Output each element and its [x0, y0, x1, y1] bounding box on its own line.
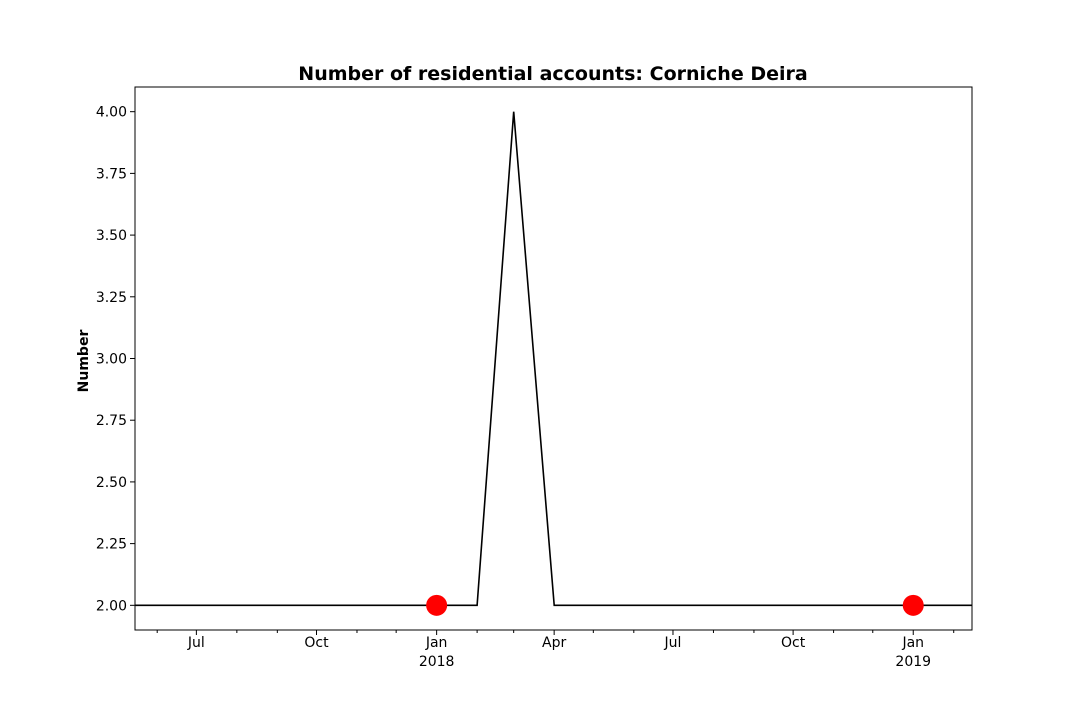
y-tick-label: 3.50 — [96, 228, 127, 244]
y-tick-label: 3.75 — [96, 166, 127, 182]
chart-title: Number of residential accounts: Corniche… — [298, 63, 807, 85]
plot-frame — [134, 86, 973, 631]
data-point-marker — [426, 594, 448, 616]
y-tick-label: 2.25 — [96, 537, 127, 553]
series-line — [135, 111, 972, 607]
x-tick-label: Jan — [425, 635, 448, 651]
x-tick-label: Apr — [542, 635, 566, 651]
x-tick-label: Oct — [304, 635, 329, 651]
x-tick-label: Jul — [187, 635, 205, 651]
x-tick-year-label: 2018 — [419, 654, 455, 670]
y-tick-label: 2.00 — [96, 598, 127, 614]
x-tick-label: Oct — [781, 635, 806, 651]
y-tick-label: 2.75 — [96, 413, 127, 429]
data-point-marker — [902, 594, 924, 616]
y-tick-label: 4.00 — [96, 105, 127, 121]
x-tick-year-label: 2019 — [895, 654, 931, 670]
y-tick-label: 3.25 — [96, 290, 127, 306]
plot-area: 2.00 2.25 2.50 2.75 3.00 3.25 3.50 3.75 4.00 Jul O… — [96, 105, 972, 670]
y-tick-label: 3.00 — [96, 352, 127, 368]
x-tick-label: Jan — [901, 635, 924, 651]
y-axis-label: Number — [76, 330, 92, 393]
y-tick-label: 2.50 — [96, 475, 127, 491]
x-tick-label: Jul — [664, 635, 682, 651]
